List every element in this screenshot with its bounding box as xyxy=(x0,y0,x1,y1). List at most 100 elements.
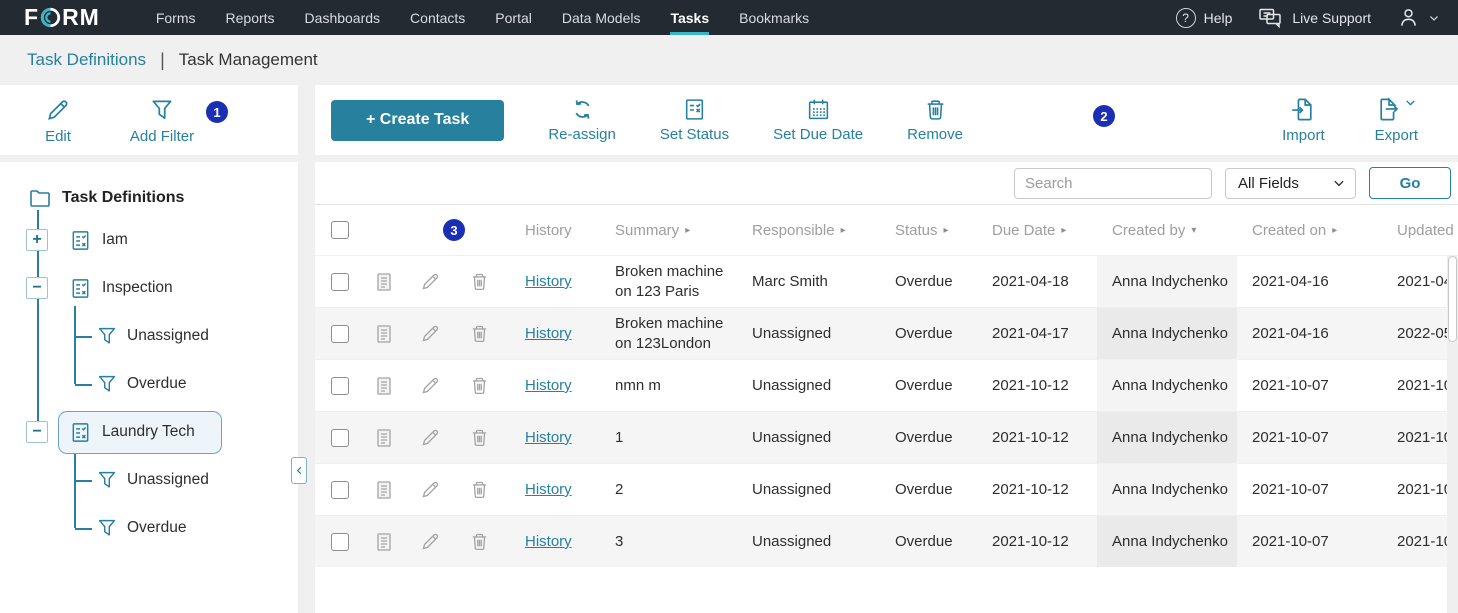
delete-row-button[interactable] xyxy=(457,308,510,359)
history-link[interactable]: History xyxy=(525,429,572,446)
breadcrumb-task-definitions[interactable]: Task Definitions xyxy=(27,50,146,70)
row-checkbox[interactable] xyxy=(331,481,349,499)
view-details-button[interactable] xyxy=(365,412,411,463)
form-logo[interactable]: F RM xyxy=(24,4,100,31)
due-date-cell: 2021-04-17 xyxy=(977,308,1097,359)
row-checkbox[interactable] xyxy=(331,429,349,447)
expand-plus-icon[interactable]: + xyxy=(26,229,48,251)
tree-filter-inspection-overdue[interactable]: Overdue xyxy=(0,360,298,408)
responsible-cell: Unassigned xyxy=(737,360,880,411)
calendar-icon xyxy=(806,97,831,122)
add-filter-button[interactable]: Add Filter xyxy=(114,97,210,145)
column-header-status[interactable]: Status▸ xyxy=(880,205,977,255)
tree-filter-laundry-unassigned[interactable]: Unassigned xyxy=(0,456,298,504)
row-checkbox[interactable] xyxy=(331,325,349,343)
edit-row-button[interactable] xyxy=(411,256,457,307)
view-details-button[interactable] xyxy=(365,464,411,515)
scrollbar-thumb[interactable] xyxy=(1448,256,1457,342)
created-by-cell: Anna Indychenko xyxy=(1097,308,1237,359)
view-details-button[interactable] xyxy=(365,308,411,359)
nav-item-reports[interactable]: Reports xyxy=(226,0,275,35)
remove-button[interactable]: Remove xyxy=(907,97,963,143)
column-header-updated[interactable]: Updated xyxy=(1382,205,1458,255)
chevron-down-icon xyxy=(1404,96,1417,109)
row-checkbox[interactable] xyxy=(331,377,349,395)
collapse-minus-icon[interactable]: − xyxy=(26,421,48,443)
live-support-menu[interactable]: Live Support xyxy=(1258,7,1371,29)
column-header-created-by[interactable]: Created by▾ xyxy=(1097,205,1237,255)
field-selector-dropdown[interactable]: All Fields xyxy=(1225,168,1356,199)
column-header-created-on[interactable]: Created on▸ xyxy=(1237,205,1382,255)
reassign-button[interactable]: Re-assign xyxy=(548,97,616,143)
import-button[interactable]: Import xyxy=(1282,96,1325,144)
created-on-cell: 2021-10-07 xyxy=(1237,360,1382,411)
sidebar-collapse-button[interactable] xyxy=(291,457,307,484)
nav-item-portal[interactable]: Portal xyxy=(495,0,532,35)
delete-row-button[interactable] xyxy=(457,412,510,463)
search-go-button[interactable]: Go xyxy=(1369,167,1451,199)
sidebar: Edit Add Filter 1 Task Definition xyxy=(0,85,298,613)
tree-node-inspection: − Inspection xyxy=(0,264,298,312)
delete-row-button[interactable] xyxy=(457,464,510,515)
table-row: History 3 Unassigned Overdue 2021-10-12 … xyxy=(315,515,1458,567)
edit-row-button[interactable] xyxy=(411,516,457,567)
column-header-summary[interactable]: Summary▸ xyxy=(600,205,737,255)
tree-filter-label: Unassigned xyxy=(127,471,209,489)
remove-label: Remove xyxy=(907,126,963,143)
collapse-minus-icon[interactable]: − xyxy=(26,277,48,299)
delete-row-button[interactable] xyxy=(457,256,510,307)
tree-node-iam-inner[interactable]: Iam xyxy=(58,219,155,262)
delete-row-button[interactable] xyxy=(457,516,510,567)
edit-row-button[interactable] xyxy=(411,412,457,463)
nav-item-tasks[interactable]: Tasks xyxy=(670,0,709,35)
view-details-button[interactable] xyxy=(365,360,411,411)
view-details-button[interactable] xyxy=(365,256,411,307)
history-link[interactable]: History xyxy=(525,273,572,290)
filter-funnel-icon xyxy=(96,517,118,539)
document-icon xyxy=(375,532,393,552)
document-icon xyxy=(375,376,393,396)
edit-row-button[interactable] xyxy=(411,308,457,359)
user-account-menu[interactable] xyxy=(1397,6,1440,29)
row-checkbox[interactable] xyxy=(331,533,349,551)
delete-row-button[interactable] xyxy=(457,360,510,411)
status-cell: Overdue xyxy=(880,360,977,411)
column-header-responsible[interactable]: Responsible▸ xyxy=(737,205,880,255)
history-link[interactable]: History xyxy=(525,481,572,498)
set-due-date-button[interactable]: Set Due Date xyxy=(773,97,863,143)
sidebar-actions: Edit Add Filter 1 xyxy=(0,85,298,155)
nav-item-bookmarks[interactable]: Bookmarks xyxy=(739,0,809,35)
nav-item-data-models[interactable]: Data Models xyxy=(562,0,641,35)
export-button[interactable]: Export xyxy=(1375,96,1418,144)
nav-item-forms[interactable]: Forms xyxy=(156,0,196,35)
sort-icon: ▸ xyxy=(1332,225,1337,236)
nav-item-contacts[interactable]: Contacts xyxy=(410,0,465,35)
export-label: Export xyxy=(1375,127,1418,144)
status-cell: Overdue xyxy=(880,516,977,567)
pencil-icon xyxy=(45,97,71,123)
edit-row-button[interactable] xyxy=(411,360,457,411)
history-link[interactable]: History xyxy=(525,377,572,394)
select-all-checkbox[interactable] xyxy=(331,221,349,239)
edit-row-button[interactable] xyxy=(411,464,457,515)
row-checkbox[interactable] xyxy=(331,273,349,291)
column-header-history[interactable]: History xyxy=(510,205,600,255)
search-input[interactable] xyxy=(1014,168,1212,199)
tree-filter-laundry-overdue[interactable]: Overdue xyxy=(0,504,298,552)
edit-button[interactable]: Edit xyxy=(26,97,90,145)
create-task-button[interactable]: + Create Task xyxy=(331,100,504,141)
filter-funnel-icon xyxy=(96,373,118,395)
summary-cell: Broken machine on 123 Paris xyxy=(600,256,737,307)
tree-root-task-definitions[interactable]: Task Definitions xyxy=(0,180,298,216)
tree-filter-inspection-unassigned[interactable]: Unassigned xyxy=(0,312,298,360)
history-link[interactable]: History xyxy=(525,325,572,342)
help-menu[interactable]: ? Help xyxy=(1176,8,1233,28)
tree-node-inspection-inner[interactable]: Inspection xyxy=(58,267,200,310)
nav-item-dashboards[interactable]: Dashboards xyxy=(305,0,381,35)
status-cell: Overdue xyxy=(880,412,977,463)
column-header-due-date[interactable]: Due Date▸ xyxy=(977,205,1097,255)
view-details-button[interactable] xyxy=(365,516,411,567)
tree-node-laundry-tech-inner[interactable]: Laundry Tech xyxy=(58,411,222,454)
set-status-button[interactable]: Set Status xyxy=(660,97,729,143)
history-link[interactable]: History xyxy=(525,533,572,550)
